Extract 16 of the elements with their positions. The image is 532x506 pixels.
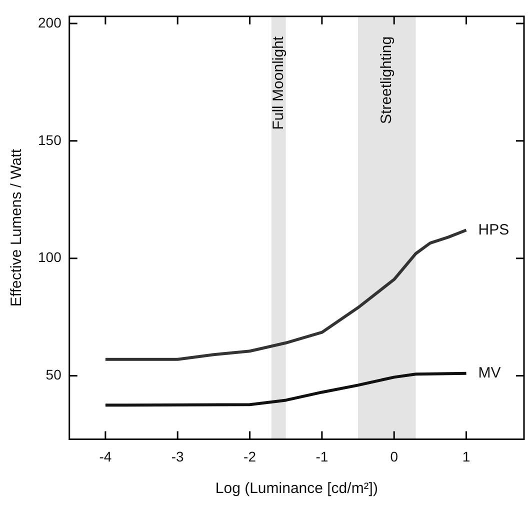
x-tick-label: -1 <box>316 448 328 464</box>
x-tick-label: 1 <box>462 448 470 464</box>
y-tick-label: 150 <box>38 132 62 148</box>
band-label: Full Moonlight <box>270 36 287 130</box>
x-tick-label: -4 <box>99 448 112 464</box>
series-label: MV <box>478 364 501 382</box>
y-tick-label: 200 <box>38 14 62 30</box>
x-tick-label: -2 <box>244 448 256 464</box>
y-tick-label: 100 <box>38 249 62 266</box>
x-axis-title: Log (Luminance [cd/m²]) <box>215 480 378 498</box>
x-tick-label: -3 <box>171 448 184 464</box>
y-axis-title: Effective Lumens / Watt <box>8 148 26 307</box>
series-label: HPS <box>478 221 510 238</box>
band-label: Streetlighting <box>378 36 396 124</box>
x-tick-label: 0 <box>390 448 398 464</box>
y-tick-label: 50 <box>46 366 62 383</box>
